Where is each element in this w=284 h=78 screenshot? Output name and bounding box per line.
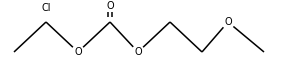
Text: O: O	[74, 47, 82, 57]
Text: O: O	[134, 47, 142, 57]
Text: O: O	[106, 1, 114, 11]
Text: O: O	[224, 17, 232, 27]
Text: Cl: Cl	[41, 3, 51, 13]
